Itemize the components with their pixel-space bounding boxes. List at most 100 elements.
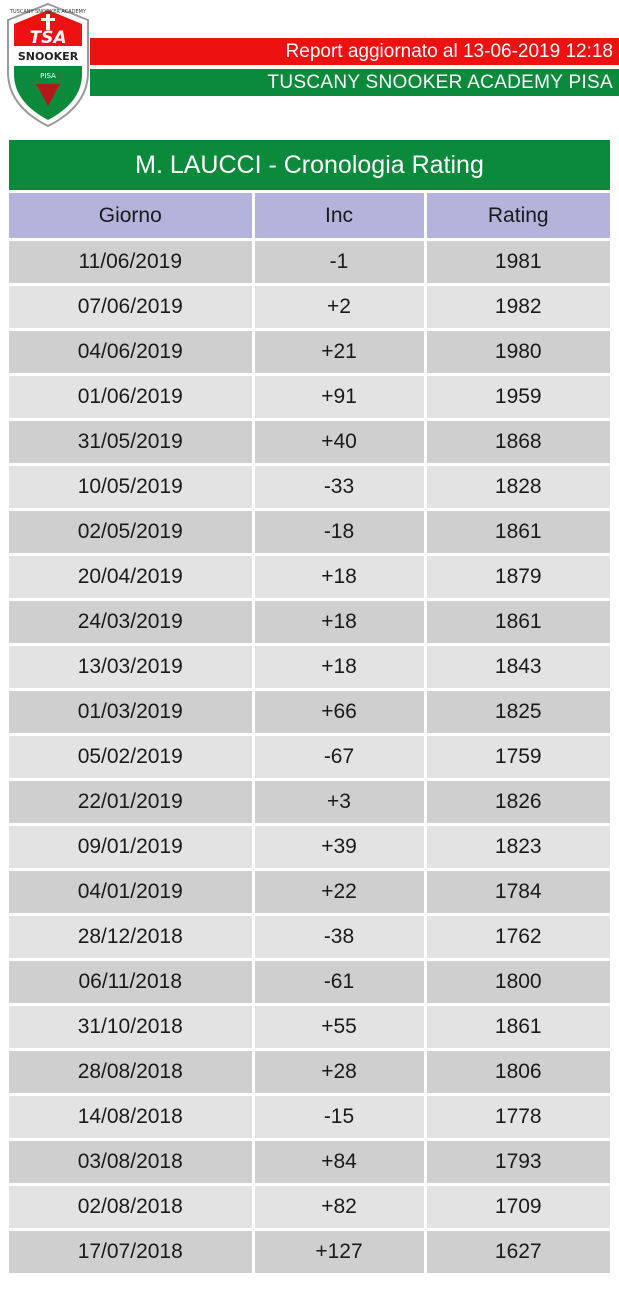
table-row: 07/06/2019 +2 1982	[9, 284, 610, 331]
cell-inc: +21	[251, 329, 425, 376]
report-updated-bar: Report aggiornato al 13-06-2019 12:18	[90, 38, 619, 65]
cell-giorno: 22/01/2019	[9, 779, 253, 826]
logo-city-text: PISA	[40, 72, 56, 80]
cell-rating: 1861	[423, 509, 610, 556]
cell-rating: 1823	[423, 824, 610, 871]
table-row: 02/08/2018 +82 1709	[9, 1184, 610, 1231]
cell-rating: 1868	[423, 419, 610, 466]
table-row: 02/05/2019 -18 1861	[9, 509, 610, 556]
cell-rating: 1959	[423, 374, 610, 421]
rating-history-table: Giorno Inc Rating 11/06/2019 -1 1981 07/06/…	[9, 193, 610, 1276]
cell-rating: 1861	[423, 599, 610, 646]
cell-giorno: 11/06/2019	[9, 239, 253, 286]
cell-giorno: 28/08/2018	[9, 1049, 253, 1096]
cell-inc: +127	[251, 1229, 425, 1276]
table-row: 04/06/2019 +21 1980	[9, 329, 610, 376]
table-row: 31/10/2018 +55 1861	[9, 1004, 610, 1051]
page-header: TUSCANY SNOOKER ACADEMY TSA SNOOKER PISA…	[0, 0, 619, 130]
cell-giorno: 07/06/2019	[9, 284, 253, 331]
cell-giorno: 14/08/2018	[9, 1094, 253, 1141]
cell-inc: +66	[251, 689, 425, 736]
cell-rating: 1982	[423, 284, 610, 331]
table-row: 01/03/2019 +66 1825	[9, 689, 610, 736]
cell-inc: -38	[251, 914, 425, 961]
tsa-logo-icon: TUSCANY SNOOKER ACADEMY TSA SNOOKER PISA	[7, 2, 89, 128]
table-title: M. LAUCCI - Cronologia Rating	[9, 140, 610, 193]
cell-inc: +82	[251, 1184, 425, 1231]
table-row: 05/02/2019 -67 1759	[9, 734, 610, 781]
cell-giorno: 09/01/2019	[9, 824, 253, 871]
cell-giorno: 01/03/2019	[9, 689, 253, 736]
cell-inc: +55	[251, 1004, 425, 1051]
cell-giorno: 02/05/2019	[9, 509, 253, 556]
logo-top-text: TUSCANY SNOOKER ACADEMY	[9, 9, 87, 15]
cell-inc: +91	[251, 374, 425, 421]
cell-rating: 1759	[423, 734, 610, 781]
logo-sub-text: SNOOKER	[18, 50, 79, 63]
cell-inc: +18	[251, 644, 425, 691]
cell-rating: 1843	[423, 644, 610, 691]
cell-rating: 1806	[423, 1049, 610, 1096]
table-row: 17/07/2018 +127 1627	[9, 1229, 610, 1276]
cell-inc: +2	[251, 284, 425, 331]
cell-giorno: 28/12/2018	[9, 914, 253, 961]
cell-inc: -1	[251, 239, 425, 286]
cell-giorno: 24/03/2019	[9, 599, 253, 646]
cell-giorno: 04/06/2019	[9, 329, 253, 376]
cell-rating: 1793	[423, 1139, 610, 1186]
cell-rating: 1826	[423, 779, 610, 826]
cell-giorno: 02/08/2018	[9, 1184, 253, 1231]
column-header-rating: Rating	[423, 193, 610, 241]
cell-inc: +18	[251, 554, 425, 601]
table-row: 24/03/2019 +18 1861	[9, 599, 610, 646]
cell-giorno: 31/10/2018	[9, 1004, 253, 1051]
table-row: 11/06/2019 -1 1981	[9, 239, 610, 286]
table-row: 31/05/2019 +40 1868	[9, 419, 610, 466]
logo-main-text: TSA	[30, 28, 67, 48]
table-row: 28/08/2018 +28 1806	[9, 1049, 610, 1096]
cell-giorno: 10/05/2019	[9, 464, 253, 511]
cell-giorno: 06/11/2018	[9, 959, 253, 1006]
cell-giorno: 20/04/2019	[9, 554, 253, 601]
cell-rating: 1825	[423, 689, 610, 736]
cell-inc: +22	[251, 869, 425, 916]
cell-rating: 1861	[423, 1004, 610, 1051]
cell-inc: -67	[251, 734, 425, 781]
cell-inc: -33	[251, 464, 425, 511]
cell-giorno: 05/02/2019	[9, 734, 253, 781]
report-updated-text: Report aggiornato al 13-06-2019 12:18	[285, 41, 613, 62]
cell-rating: 1980	[423, 329, 610, 376]
cell-giorno: 13/03/2019	[9, 644, 253, 691]
cell-rating: 1981	[423, 239, 610, 286]
table-row: 28/12/2018 -38 1762	[9, 914, 610, 961]
table-row: 01/06/2019 +91 1959	[9, 374, 610, 421]
cell-giorno: 17/07/2018	[9, 1229, 253, 1276]
cell-giorno: 03/08/2018	[9, 1139, 253, 1186]
cell-rating: 1828	[423, 464, 610, 511]
cell-inc: +3	[251, 779, 425, 826]
table-row: 20/04/2019 +18 1879	[9, 554, 610, 601]
table-row: 06/11/2018 -61 1800	[9, 959, 610, 1006]
cell-inc: +18	[251, 599, 425, 646]
cell-rating: 1627	[423, 1229, 610, 1276]
academy-name-text: TUSCANY SNOOKER ACADEMY PISA	[267, 72, 613, 93]
cell-inc: -18	[251, 509, 425, 556]
table-row: 09/01/2019 +39 1823	[9, 824, 610, 871]
cell-inc: -15	[251, 1094, 425, 1141]
column-header-inc: Inc	[251, 193, 425, 241]
cell-inc: +40	[251, 419, 425, 466]
cell-rating: 1709	[423, 1184, 610, 1231]
cell-inc: +39	[251, 824, 425, 871]
cell-rating: 1879	[423, 554, 610, 601]
cell-giorno: 31/05/2019	[9, 419, 253, 466]
table-header-row: Giorno Inc Rating	[9, 193, 610, 241]
cell-rating: 1778	[423, 1094, 610, 1141]
cell-inc: +84	[251, 1139, 425, 1186]
column-header-giorno: Giorno	[9, 193, 253, 241]
academy-name-bar: TUSCANY SNOOKER ACADEMY PISA	[90, 69, 619, 96]
cell-giorno: 04/01/2019	[9, 869, 253, 916]
table-row: 22/01/2019 +3 1826	[9, 779, 610, 826]
table-row: 04/01/2019 +22 1784	[9, 869, 610, 916]
table-row: 10/05/2019 -33 1828	[9, 464, 610, 511]
cell-rating: 1762	[423, 914, 610, 961]
